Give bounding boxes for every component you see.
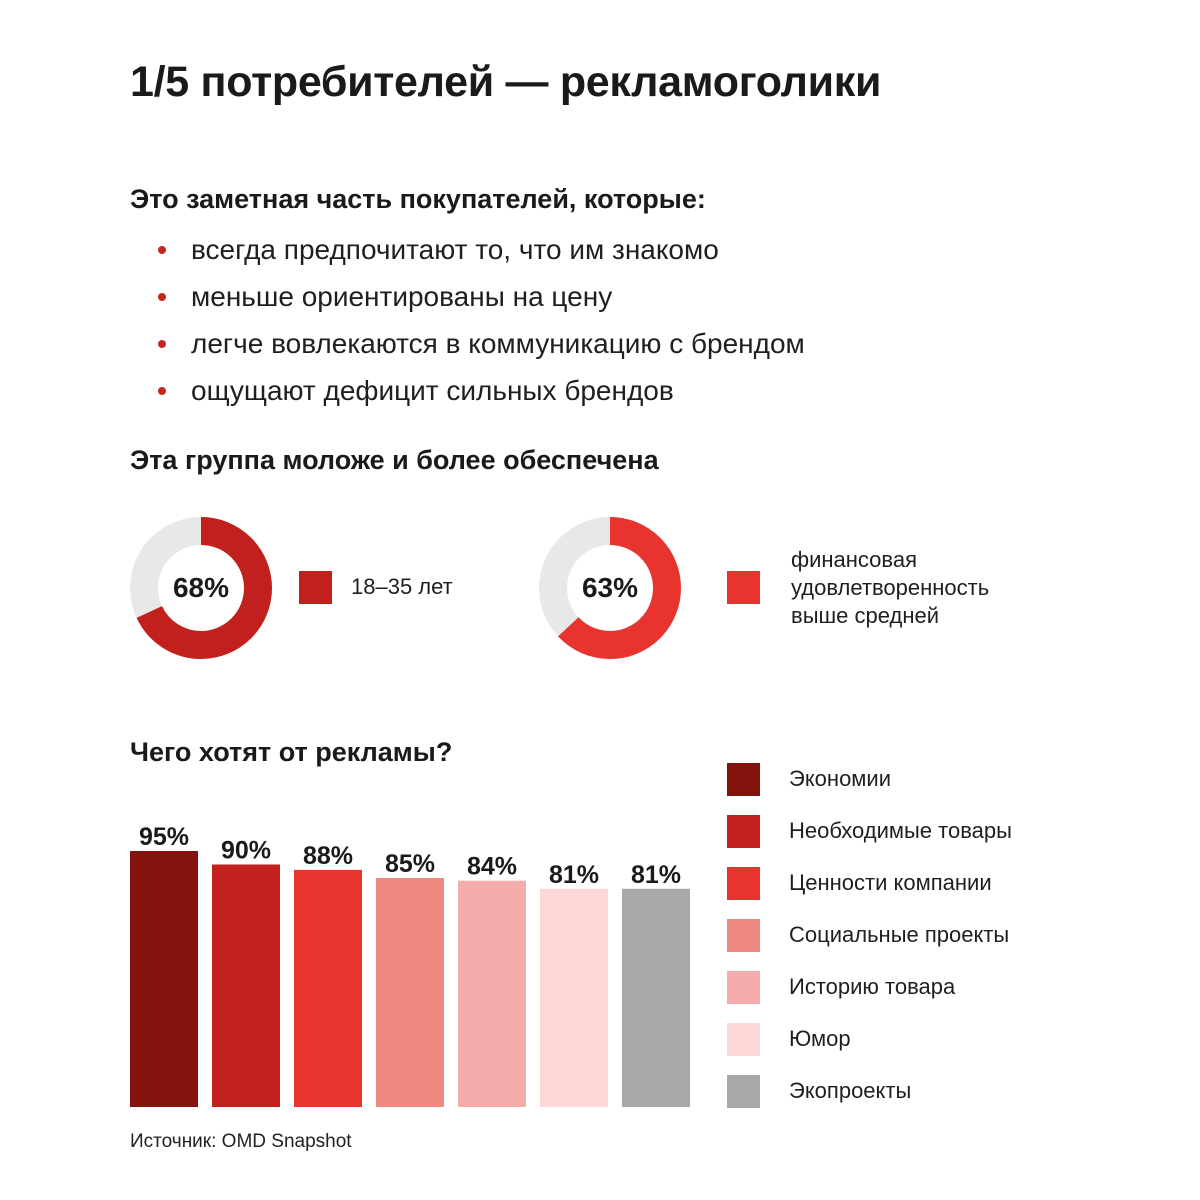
donut-value: 63% [581,572,639,603]
legend-label: Экопроекты [789,1078,912,1103]
caption-line: финансовая [791,547,917,572]
bar-2 [212,864,280,1107]
bar-3 [294,869,362,1107]
legend-swatch [727,971,760,1004]
legend-swatch [727,867,760,900]
trait-item: ощущают дефицит сильных брендов [158,367,805,414]
legend-label: Экономии [789,766,892,791]
traits-list: всегда предпочитают то, что им знакомо м… [158,226,805,414]
caption-line: выше средней [791,603,939,628]
legend-label: Необходимые товары [789,818,1012,843]
bar-chart: 95% 90% 88% 85% 84% 81% 81% [130,823,690,1107]
demographics-heading: Эта группа моложе и более обеспечена [130,445,659,475]
bar-value-label: 81% [549,861,599,889]
bar-7 [622,888,690,1107]
page-title: 1/5 потребителей — рекламоголики [130,58,882,106]
trait-item: легче вовлекаются в коммуникацию с бренд… [158,320,805,367]
donut-caption-age: 18–35 лет [351,573,453,601]
trait-item: меньше ориентированы на цену [158,273,805,320]
donut-value: 68% [172,572,230,603]
donut-chart-finance: 63% [539,517,681,659]
bar-value-label: 81% [631,861,681,889]
bar-5 [458,880,526,1107]
source-note: Источник: OMD Snapshot [130,1131,352,1152]
legend-swatch [727,1023,760,1056]
intro-heading: Это заметная часть покупателей, которые: [130,184,706,214]
bar-value-label: 88% [303,842,353,870]
legend-swatch [727,1075,760,1108]
donut-arc [130,517,272,659]
legend-swatch [727,763,760,796]
bar-value-label: 95% [139,823,189,851]
donut-arc [539,517,681,659]
chart-title: Чего хотят от рекламы? [130,737,453,767]
legend-label: Историю товара [789,974,956,999]
donut-chart-age: 68% [130,517,272,659]
legend-swatch [727,815,760,848]
legend-swatch [727,919,760,952]
donut-caption-finance: финансовая удовлетворенность выше средне… [791,546,989,630]
bar-6 [540,888,608,1107]
legend-label: Социальные проекты [789,922,1010,947]
bar-value-label: 85% [385,850,435,878]
legend-label: Ценности компании [789,870,992,895]
bar-value-label: 90% [221,837,271,865]
bar-1 [130,851,198,1107]
legend-swatch-age [299,571,332,604]
bar-value-label: 84% [467,853,517,881]
legend-label: Юмор [789,1026,851,1051]
legend-swatch-finance [727,571,760,604]
trait-item: всегда предпочитают то, что им знакомо [158,226,805,273]
bar-4 [376,878,444,1107]
caption-line: удовлетворенность [791,575,990,600]
caption-line: 18–35 лет [351,574,453,599]
